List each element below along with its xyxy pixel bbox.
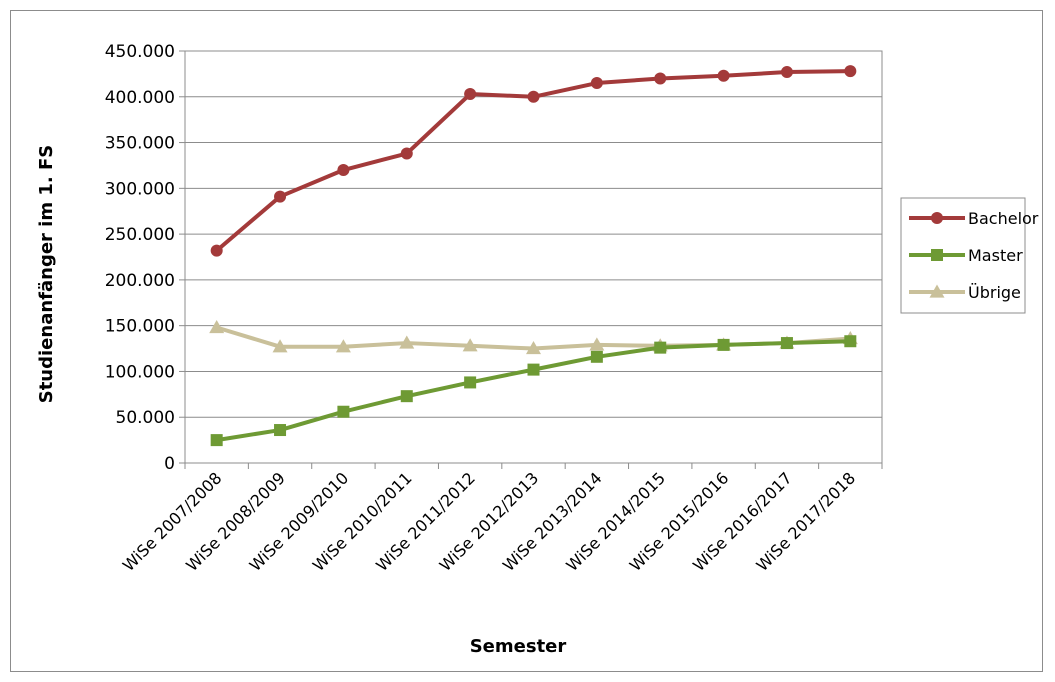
data-point-master	[210, 434, 223, 447]
data-point-bachelor	[780, 66, 793, 79]
data-point--brige	[462, 338, 478, 352]
data-point-bachelor	[464, 88, 477, 101]
series-line-master	[216, 339, 851, 443]
y-tick-label: 200.000	[105, 271, 175, 291]
legend-item-master: Master	[909, 246, 1023, 265]
data-point-master	[400, 390, 413, 403]
y-tick-label: 300.000	[105, 179, 175, 199]
series-layer	[209, 65, 858, 447]
data-point-bachelor	[654, 72, 667, 85]
data-point-master	[464, 376, 477, 389]
y-tick-label: 100.000	[105, 362, 175, 382]
data-point--brige	[526, 341, 541, 355]
plot-border	[184, 50, 883, 464]
series-bachelor	[210, 65, 857, 257]
legend-item-bachelor: Bachelor	[909, 209, 1039, 228]
y-tick-label: 50.000	[116, 408, 175, 428]
legend-marker--brige	[929, 284, 945, 298]
data-point--brige	[272, 339, 288, 353]
data-point-master	[844, 335, 857, 348]
data-point-bachelor	[337, 164, 350, 177]
data-point-bachelor	[717, 69, 730, 82]
legend-marker-bachelor	[931, 212, 943, 224]
data-point-bachelor	[527, 90, 540, 103]
series-master	[210, 335, 857, 447]
data-point-bachelor	[400, 147, 413, 160]
data-point--brige	[209, 319, 225, 334]
data-point--brige	[589, 337, 605, 351]
data-point-master	[527, 363, 540, 376]
data-point-bachelor	[210, 244, 223, 257]
data-point-master	[654, 341, 667, 354]
legend-item--brige: Übrige	[909, 283, 1021, 302]
data-point--brige	[399, 335, 415, 349]
legend-label: Übrige	[968, 283, 1021, 302]
legend: Bachelor Master Übrige	[900, 197, 1039, 314]
y-tick-label: 400.000	[105, 88, 175, 108]
y-axis-ticks: 0 50.000 100.000 150.000 200.000 250.000 300.0…	[105, 42, 185, 474]
data-point-master	[337, 405, 350, 418]
data-point-master	[780, 337, 793, 350]
y-tick-label: 0	[164, 454, 175, 474]
data-point--brige	[335, 339, 351, 353]
legend-label: Master	[968, 246, 1023, 265]
data-point-bachelor	[844, 65, 857, 78]
legend-label: Bachelor	[968, 209, 1039, 228]
y-axis-title: Studienanfänger im 1. FS	[36, 145, 57, 404]
series--brige	[209, 319, 858, 355]
data-point-master	[274, 424, 287, 437]
x-axis-title: Semester	[470, 636, 567, 657]
chart-frame	[10, 10, 1043, 672]
y-tick-label: 350.000	[105, 134, 175, 154]
data-point-bachelor	[590, 77, 603, 90]
gridlines	[185, 50, 882, 418]
data-point-bachelor	[274, 190, 287, 203]
plot-area	[184, 50, 883, 464]
data-point-master	[590, 350, 603, 363]
y-tick-label: 250.000	[105, 225, 175, 245]
data-point-master	[717, 338, 730, 351]
y-tick-label: 450.000	[105, 42, 175, 62]
y-tick-label: 150.000	[105, 317, 175, 337]
legend-marker-master	[931, 249, 943, 261]
